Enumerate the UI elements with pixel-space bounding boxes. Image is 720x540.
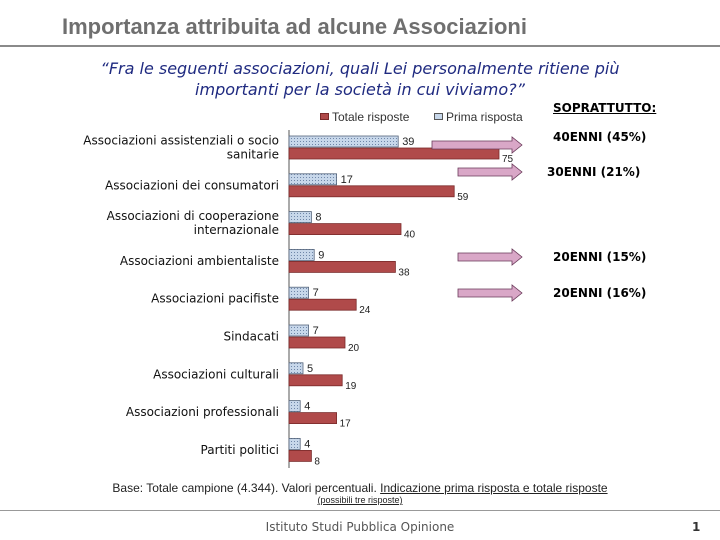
annotation-arrow: [457, 248, 523, 266]
legend-swatch-prima: [434, 113, 443, 120]
legend-totale-risposte: Totale risposte: [320, 110, 409, 124]
value-label-totale: 17: [340, 419, 352, 430]
value-label-totale: 38: [398, 267, 410, 278]
category-label: Associazioni assistenziali o socio sanita…: [83, 134, 279, 162]
bar-prima-risposta: [288, 135, 399, 148]
page-title: Importanza attribuita ad alcune Associaz…: [62, 14, 527, 39]
annotation-label: 20ENNI (15%): [553, 250, 646, 264]
possibili-note-text: (possibili tre risposte): [317, 495, 403, 505]
bar-totale-risposte: [288, 147, 500, 160]
base-note: Base: Totale campione (4.344). Valori pe…: [0, 481, 720, 495]
category-label: Associazioni di cooperazione internaziona…: [107, 209, 279, 237]
value-label-prima: 4: [304, 401, 310, 413]
question-line-1: “Fra le seguenti associazioni, quali Lei…: [100, 59, 620, 78]
bar-prima-risposta: [288, 211, 312, 224]
bar-totale-risposte: [288, 449, 312, 462]
value-label-totale: 75: [502, 154, 514, 165]
value-label-prima: 8: [315, 212, 321, 224]
question-line-2: importanti per la società in cui viviamo…: [195, 80, 525, 99]
value-label-prima: 7: [313, 325, 319, 337]
annotation-arrow: [457, 284, 523, 302]
category-label: Associazioni pacifiste: [151, 292, 279, 306]
value-label-prima: 5: [307, 363, 313, 375]
title-divider: [0, 45, 720, 47]
category-label: Sindacati: [223, 330, 279, 344]
bar-prima-risposta: [288, 362, 304, 375]
category-label: Partiti politici: [201, 443, 279, 457]
value-label-totale: 20: [348, 343, 360, 354]
annotation-label: 20ENNI (16%): [553, 286, 646, 300]
category-label: Associazioni professionali: [126, 405, 279, 419]
bar-prima-risposta: [288, 248, 315, 261]
value-label-prima: 9: [318, 249, 324, 261]
bar-chart: Associazioni assistenziali o socio sanita…: [83, 130, 646, 468]
value-label-totale: 59: [457, 192, 469, 203]
bar-prima-risposta: [288, 324, 310, 337]
annotation-arrow: [431, 136, 523, 154]
value-label-prima: 39: [402, 136, 414, 148]
bar-totale-risposte: [288, 412, 337, 425]
annotation-arrow: [457, 163, 523, 181]
bar-totale-risposte: [288, 336, 346, 349]
bar-prima-risposta: [288, 400, 301, 413]
value-label-totale: 19: [345, 381, 357, 392]
legend-swatch-totale: [320, 113, 329, 120]
bar-totale-risposte: [288, 260, 396, 273]
survey-question: “Fra le seguenti associazioni, quali Lei…: [40, 58, 680, 100]
footer-divider: [0, 510, 720, 511]
footer-text: Istituto Studi Pubblica Opinione: [265, 520, 455, 534]
category-label: Associazioni culturali: [153, 367, 279, 381]
category-label: Associazioni dei consumatori: [105, 178, 279, 192]
bar-totale-risposte: [288, 374, 343, 387]
value-label-prima: 7: [313, 287, 319, 299]
legend-label-prima: Prima risposta: [446, 110, 523, 124]
value-label-prima: 17: [341, 174, 353, 186]
bar-totale-risposte: [288, 298, 357, 311]
legend-label-totale: Totale risposte: [332, 110, 410, 124]
page-number: 1: [692, 520, 701, 534]
bar-prima-risposta: [288, 173, 337, 186]
soprattutto-header: SOPRATTUTTO:: [553, 101, 657, 115]
category-label: Associazioni ambientaliste: [120, 254, 279, 268]
value-label-totale: 8: [314, 456, 320, 467]
indicazione-note: Indicazione prima risposta e totale risp…: [380, 481, 608, 495]
value-label-prima: 4: [304, 438, 310, 450]
bar-totale-risposte: [288, 223, 402, 236]
annotation-label: 40ENNI (45%): [553, 130, 646, 144]
value-label-totale: 40: [404, 230, 416, 241]
value-label-totale: 24: [359, 305, 371, 316]
legend-prima-risposta: Prima risposta: [434, 110, 523, 124]
possibili-note: (possibili tre risposte): [0, 495, 720, 505]
bar-totale-risposte: [288, 185, 455, 198]
annotation-label: 30ENNI (21%): [547, 165, 640, 179]
base-note-text: Base: Totale campione (4.344). Valori pe…: [112, 481, 377, 495]
bar-prima-risposta: [288, 286, 310, 299]
bar-prima-risposta: [288, 437, 301, 450]
